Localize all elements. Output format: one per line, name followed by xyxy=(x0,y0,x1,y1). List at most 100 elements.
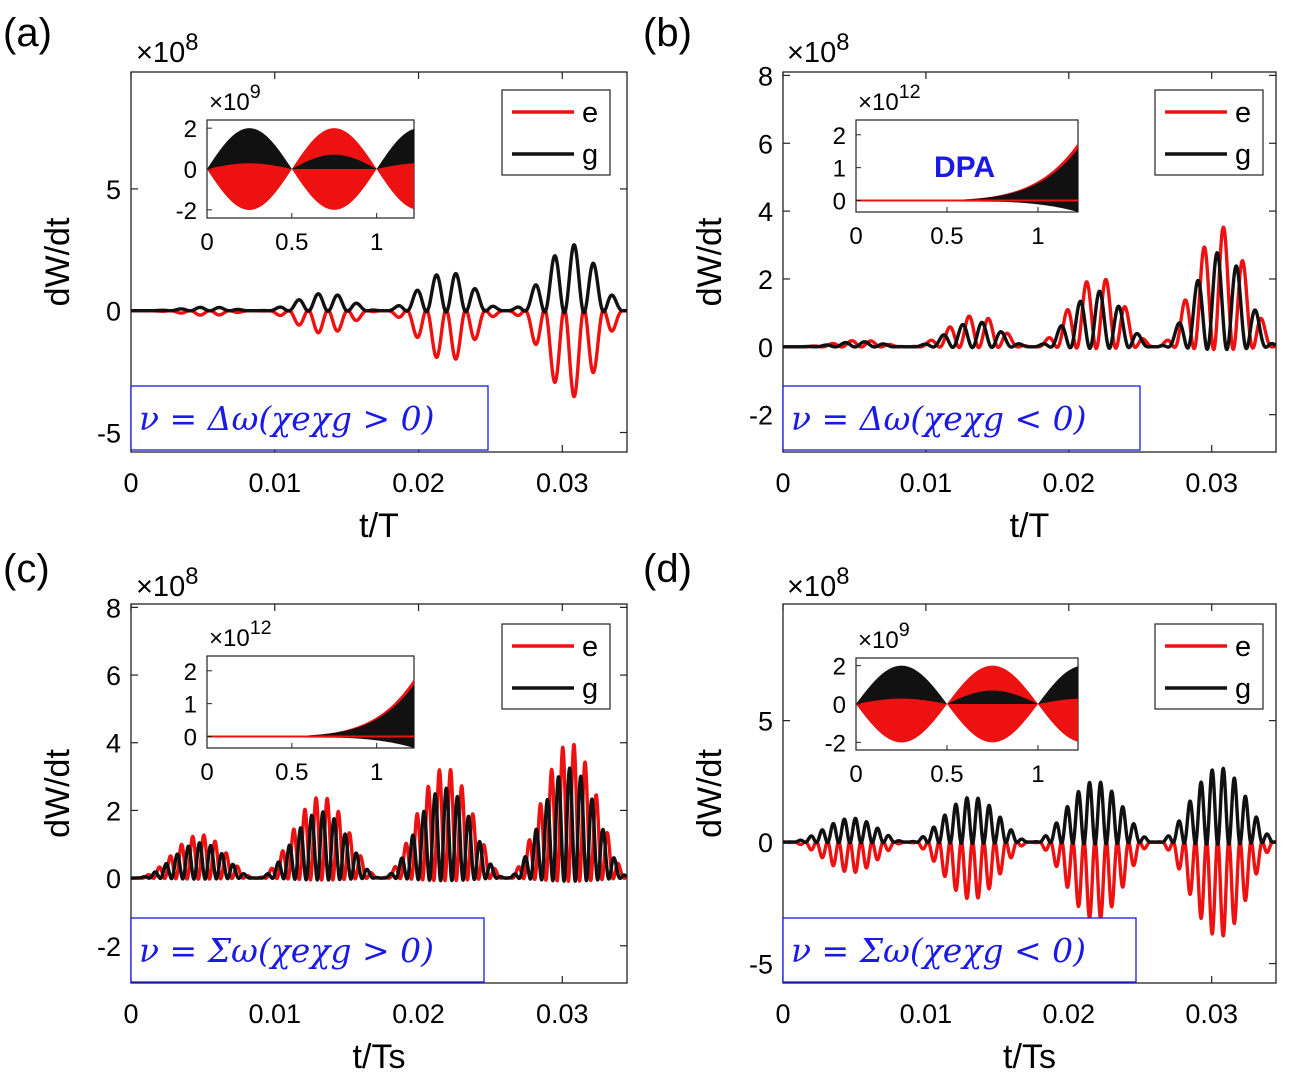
inset-y-tick-label: 2 xyxy=(833,654,846,681)
x-tick-label: 0.02 xyxy=(392,999,445,1029)
y-tick-label: -5 xyxy=(749,950,773,980)
inset-annotation: DPA xyxy=(934,151,995,184)
legend-box xyxy=(501,623,611,710)
legend-label-e: e xyxy=(1235,97,1251,129)
series-line-g xyxy=(783,766,1276,847)
x-tick-label: 0.03 xyxy=(1185,468,1238,498)
inset-y-tick-label: -2 xyxy=(825,730,846,757)
x-tick-label: 0.03 xyxy=(536,468,589,498)
y-axis-label: dW/dt xyxy=(39,749,77,838)
axis-exponent: ×108 xyxy=(787,29,849,69)
series-line-g xyxy=(783,251,1276,352)
inset-y-tick-label: 2 xyxy=(184,659,197,686)
inset-exponent: ×1012 xyxy=(209,617,272,652)
inset-x-tick-label: 0.5 xyxy=(275,759,308,786)
legend: eg xyxy=(501,623,611,710)
y-tick-label: 5 xyxy=(758,707,773,737)
inset-area-e-low xyxy=(207,169,414,210)
inset-y-tick-label: 0 xyxy=(184,157,197,184)
y-tick-label: 6 xyxy=(758,129,773,159)
inset-exponent: ×109 xyxy=(209,81,261,116)
legend-label-e: e xyxy=(582,97,598,129)
y-tick-label: 4 xyxy=(106,729,121,759)
y-tick-label: -2 xyxy=(749,401,773,431)
y-axis-label: dW/dt xyxy=(691,217,729,306)
x-tick-label: 0 xyxy=(123,999,138,1029)
inset-y-tick-label: 2 xyxy=(833,123,846,150)
legend-label-e: e xyxy=(582,631,598,663)
y-tick-label: 8 xyxy=(106,593,121,623)
x-tick-label: 0.03 xyxy=(536,999,589,1029)
inset-exponent: ×1012 xyxy=(858,81,921,116)
x-tick-label: 0.01 xyxy=(900,999,953,1029)
y-tick-label: 0 xyxy=(106,297,121,327)
panel-label: (a) xyxy=(3,11,52,55)
y-tick-label: 0 xyxy=(106,864,121,894)
formula-text: ν = Δω(χeχg < 0) xyxy=(791,399,1086,438)
x-axis-label: t/Ts xyxy=(353,1038,406,1076)
y-axis-label: dW/dt xyxy=(691,749,729,838)
x-tick-label: 0.02 xyxy=(1043,468,1096,498)
formula-text: ν = Σω(χeχg > 0) xyxy=(139,931,434,970)
inset-x-tick-label: 0.5 xyxy=(930,223,963,250)
axis-exponent: ×108 xyxy=(787,563,849,603)
inset-area-g-low xyxy=(856,690,1078,704)
x-tick-label: 0 xyxy=(775,468,790,498)
formula-box xyxy=(782,385,1141,451)
panel-label: (d) xyxy=(643,547,692,591)
panel-label: (c) xyxy=(3,547,50,591)
x-tick-label: 0.02 xyxy=(1043,999,1096,1029)
inset-y-tick-label: 1 xyxy=(184,692,197,719)
axis-exponent: ×108 xyxy=(136,563,198,603)
legend-label-g: g xyxy=(582,673,598,705)
legend-label-e: e xyxy=(1235,631,1251,663)
x-axis-label: t/T xyxy=(1010,507,1050,545)
x-tick-label: 0.01 xyxy=(900,468,953,498)
inset-y-tick-label: -2 xyxy=(176,198,197,225)
formula-text: ν = Σω(χeχg < 0) xyxy=(791,931,1086,970)
y-tick-label: 2 xyxy=(758,265,773,295)
inset-area-g xyxy=(856,148,1078,212)
x-tick-label: 0.02 xyxy=(392,468,445,498)
inset-x-tick-label: 0.5 xyxy=(930,761,963,788)
inset-y-tick-label: 1 xyxy=(833,156,846,183)
panel-2: 0 0.01 0.02 0.03 -2 0 2 4 6 8 t/T dW/dt (b) ×108 eg ν =… xyxy=(643,11,1277,545)
inset-area-g xyxy=(207,684,414,748)
inset-y-tick-label: 0 xyxy=(833,189,846,216)
legend-box xyxy=(1154,89,1264,176)
legend-label-g: g xyxy=(1235,139,1251,171)
formula-box xyxy=(130,385,489,451)
inset-x-tick-label: 0 xyxy=(200,759,213,786)
legend-label-g: g xyxy=(582,139,598,171)
legend: eg xyxy=(1154,89,1264,176)
inset-exponent: ×109 xyxy=(858,619,910,654)
y-tick-label: 0 xyxy=(758,333,773,363)
inset: 0 0.5 1-202×109 xyxy=(825,619,1079,788)
inset: 0 0.5 1-202×109 xyxy=(176,81,415,256)
inset-y-tick-label: 2 xyxy=(184,116,197,143)
inset-x-tick-label: 1 xyxy=(1031,223,1044,250)
panel-label: (b) xyxy=(643,11,692,55)
formula-box xyxy=(130,917,485,983)
inset-y-tick-label: 0 xyxy=(833,692,846,719)
x-tick-label: 0 xyxy=(775,999,790,1029)
inset-x-tick-label: 0 xyxy=(200,229,213,256)
y-tick-label: -2 xyxy=(97,932,121,962)
inset-x-tick-label: 0.5 xyxy=(275,229,308,256)
formula-text: ν = Δω(χeχg > 0) xyxy=(139,399,434,438)
x-tick-label: 0 xyxy=(123,468,138,498)
y-tick-label: 4 xyxy=(758,197,773,227)
inset-area-e-low xyxy=(856,704,1078,743)
inset-x-tick-label: 1 xyxy=(370,759,383,786)
y-tick-label: 0 xyxy=(758,828,773,858)
inset-x-tick-label: 1 xyxy=(1031,761,1044,788)
inset-x-tick-label: 0 xyxy=(849,761,862,788)
inset-y-tick-label: 0 xyxy=(184,725,197,752)
x-tick-label: 0.01 xyxy=(248,999,301,1029)
inset-x-tick-label: 1 xyxy=(370,229,383,256)
